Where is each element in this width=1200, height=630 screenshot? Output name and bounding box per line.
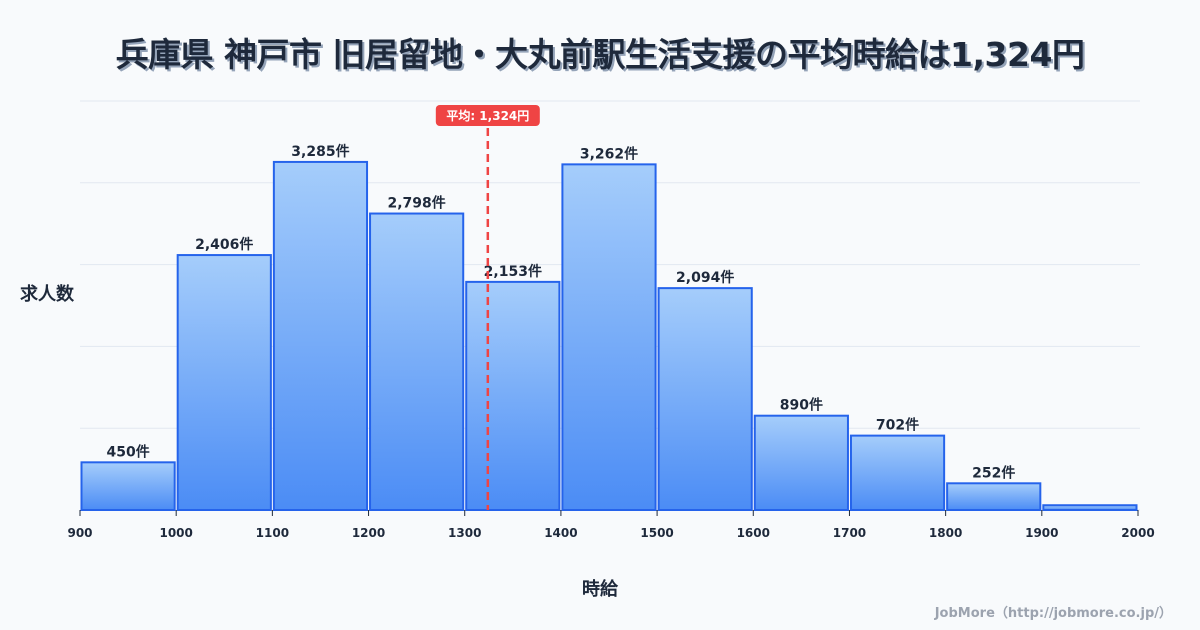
bar-value-label: 3,285件: [291, 143, 349, 160]
histogram-bar: [80, 461, 176, 512]
x-tick-label: 1700: [833, 526, 866, 540]
histogram-bar: [176, 254, 272, 511]
x-tick-label: 1200: [352, 526, 385, 540]
histogram-bar: [561, 163, 657, 511]
bar-value-label: 252件: [972, 464, 1015, 481]
x-tick-label: 1800: [929, 526, 962, 540]
x-axis-label: 時給: [582, 579, 618, 600]
x-tick-label: 2000: [1121, 526, 1154, 540]
histogram-bar: [369, 212, 465, 511]
source-credit: JobMore（http://jobmore.co.jp/）: [934, 606, 1172, 621]
mean-badge: [435, 105, 540, 126]
histogram-bar: [849, 434, 946, 511]
histogram-bar: [465, 280, 561, 511]
x-tick-label: 1900: [1025, 526, 1058, 540]
bar-value-label: 3,262件: [580, 145, 638, 162]
y-axis-label: 求人数: [20, 284, 74, 305]
x-tick-label: 1600: [737, 526, 770, 540]
x-tick-label: 1400: [544, 526, 577, 540]
histogram-bar: [946, 482, 1042, 511]
histogram-bar: [657, 287, 753, 511]
bar-value-label: 890件: [780, 397, 823, 414]
histogram-bar: [272, 160, 369, 511]
bar-value-label: 702件: [876, 417, 919, 434]
x-tick-label: 1500: [640, 526, 673, 540]
x-tick-label: 900: [67, 526, 92, 540]
bar-value-label: 2,406件: [195, 236, 253, 253]
bar-value-label: 450件: [106, 443, 149, 460]
x-tick-label: 1300: [448, 526, 481, 540]
bar-value-label: 2,798件: [387, 195, 445, 212]
bar-value-label: 2,153件: [484, 263, 542, 280]
chart-title: 兵庫県 神戸市 旧居留地・大丸前駅生活支援の平均時給は1,324円: [115, 35, 1085, 74]
bar-value-label: 2,094件: [676, 269, 734, 286]
x-tick-label: 1100: [256, 526, 289, 540]
x-tick-label: 1000: [159, 526, 192, 540]
mean-badge-label: 平均: 1,324円: [446, 108, 529, 123]
histogram-bar: [753, 414, 849, 512]
histogram-bar: [1042, 504, 1138, 512]
